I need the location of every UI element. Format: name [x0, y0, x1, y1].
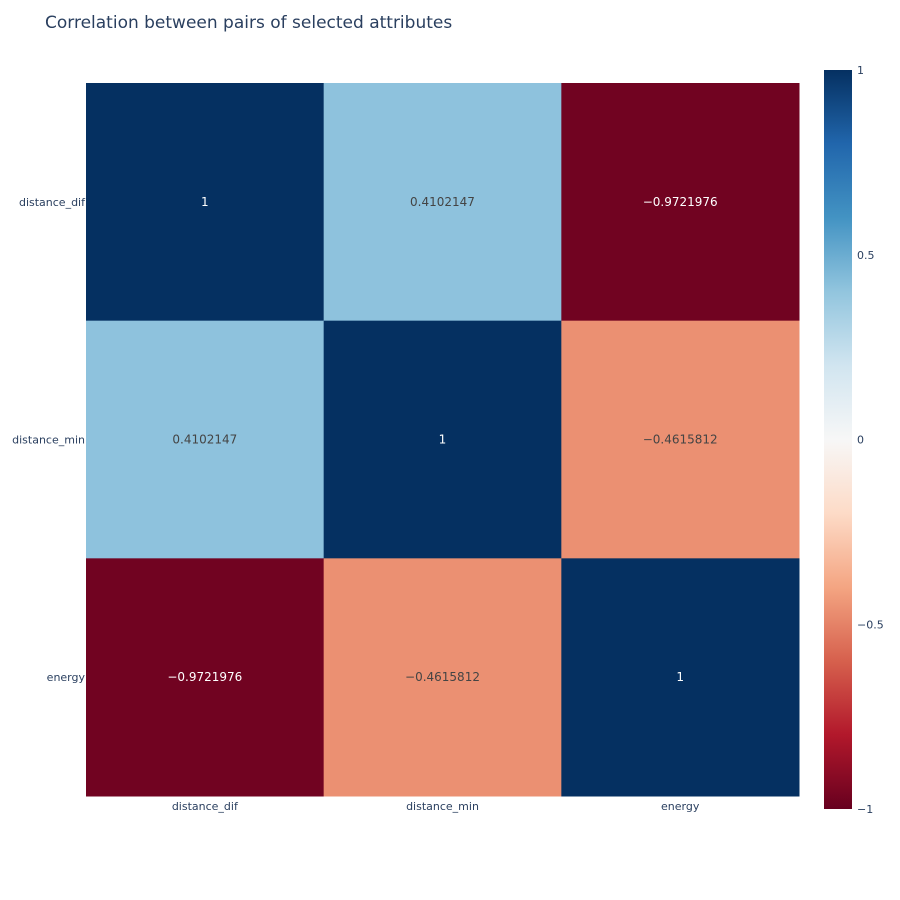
heatmap-cell: [323, 320, 562, 559]
colorbar-tick-label: −0.5: [857, 618, 884, 631]
y-tick-label: distance_min: [12, 434, 85, 447]
colorbar-tick-label: 0: [857, 434, 864, 447]
cell-value-label: −0.9721976: [643, 195, 718, 209]
colorbar-gradient: [824, 70, 852, 809]
cell-value-label: −0.4615812: [405, 670, 480, 684]
cell-value-label: 0.4102147: [410, 195, 475, 209]
heatmap-cell: [323, 83, 562, 322]
heatmap-cell: [86, 558, 325, 797]
heatmap-cell: [86, 83, 325, 322]
heatmap-cell: [323, 558, 562, 797]
heatmap-cell: [86, 320, 325, 559]
colorbar-tick-label: −1: [857, 803, 873, 816]
colorbar: 1 0.5 0 −0.5 −1: [824, 64, 884, 816]
cell-value-label: 1: [676, 670, 684, 684]
chart-title: Correlation between pairs of selected at…: [45, 13, 453, 33]
x-tick-label: distance_min: [406, 800, 479, 813]
y-tick-label: energy: [47, 671, 86, 684]
cell-value-label: 0.4102147: [172, 433, 237, 447]
heatmap-cell: [561, 558, 800, 797]
heatmap-cells: [86, 83, 800, 797]
heatmap-cell: [561, 83, 800, 322]
cell-value-label: −0.9721976: [167, 670, 242, 684]
x-tick-label: distance_dif: [172, 800, 239, 813]
x-tick-label: energy: [661, 800, 700, 813]
heatmap-cell: [561, 320, 800, 559]
cell-value-label: −0.4615812: [643, 433, 718, 447]
heatmap-cell-labels: 1 0.4102147 −0.9721976 0.4102147 1 −0.4615812…: [167, 195, 717, 684]
y-tick-label: distance_dif: [19, 196, 86, 209]
colorbar-tick-label: 1: [857, 64, 864, 77]
cell-value-label: 1: [201, 195, 209, 209]
colorbar-tick-label: 0.5: [857, 249, 875, 262]
x-axis-ticks: distance_dif distance_min energy: [172, 800, 700, 813]
cell-value-label: 1: [439, 433, 447, 447]
